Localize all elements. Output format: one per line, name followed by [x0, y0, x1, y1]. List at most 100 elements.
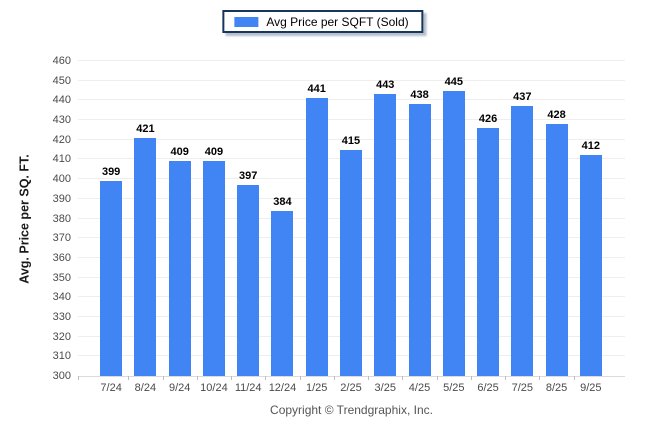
axis-tick — [162, 376, 164, 380]
legend-swatch-icon — [234, 16, 259, 27]
bar — [305, 98, 328, 376]
bar-value-label: 438 — [410, 89, 429, 101]
bar-value-label: 384 — [273, 196, 292, 208]
bar-slot: 428 8/25 — [539, 61, 573, 394]
x-tick-label: 8/25 — [545, 382, 568, 394]
bar-slot: 438 4/25 — [402, 61, 436, 394]
bar-value-label: 409 — [204, 146, 224, 158]
bar — [477, 128, 500, 376]
bar-value-label: 428 — [547, 109, 566, 121]
y-tick-label: 430 — [52, 114, 71, 127]
bar-slot: 437 7/25 — [505, 61, 539, 394]
axis-tick — [368, 376, 370, 380]
bar — [134, 138, 157, 376]
bar-slot: 421 8/24 — [128, 61, 162, 394]
axis-tick — [128, 376, 130, 380]
bar-value-label: 412 — [581, 140, 601, 152]
x-tick-label: 7/24 — [100, 382, 122, 394]
y-tick-label: 390 — [52, 192, 71, 205]
x-tick-label: 2/25 — [340, 382, 362, 394]
axis-tick — [573, 376, 575, 380]
bars-layer: 399 7/24 421 8/24 409 9/24 409 10/24 397 11/24 384… — [94, 61, 608, 394]
bar-slot: 441 1/25 — [299, 61, 334, 394]
x-tick-label: 6/25 — [477, 382, 499, 394]
y-axis-title-text: Avg. Price per SQ. FT. — [18, 153, 32, 284]
gridline — [78, 79, 625, 81]
x-tick-label: 10/24 — [200, 382, 228, 394]
y-tick-label: 380 — [52, 212, 71, 225]
y-tick-label: 440 — [52, 94, 71, 107]
axis-tick — [231, 376, 233, 380]
axis-tick — [436, 376, 438, 380]
x-tick-label: 9/25 — [580, 382, 602, 394]
y-tick-label: 300 — [52, 370, 71, 382]
axis-tick — [333, 376, 335, 380]
axis-tick — [265, 376, 267, 380]
y-tick-label: 320 — [52, 330, 71, 343]
bar-slot: 426 6/25 — [470, 61, 505, 394]
bar-slot: 384 12/24 — [265, 61, 299, 394]
axis-tick — [299, 376, 301, 380]
gridline — [78, 138, 625, 140]
y-tick-label: 310 — [52, 350, 71, 363]
bar-value-label: 397 — [239, 170, 258, 182]
legend: Avg Price per SQFT (Sold) — [222, 10, 424, 33]
x-tick-label: 1/25 — [306, 382, 328, 394]
axis-tick — [539, 376, 541, 380]
axis-tick — [505, 376, 507, 380]
bar-value-label: 437 — [513, 91, 532, 103]
axis-tick — [402, 376, 404, 380]
bar — [442, 91, 465, 376]
bar-value-label: 445 — [444, 76, 463, 88]
axis-corner-tick — [78, 376, 79, 380]
bar — [545, 124, 568, 376]
x-tick-label: 9/24 — [168, 382, 191, 394]
x-tick-label: 8/24 — [134, 382, 157, 394]
axis-tick — [470, 376, 472, 380]
y-tick-label: 410 — [52, 153, 71, 166]
x-axis-line — [78, 376, 625, 377]
legend-label: Avg Price per SQFT (Sold) — [266, 14, 409, 29]
bar-slot: 409 9/24 — [162, 61, 197, 394]
bar-slot: 445 5/25 — [436, 61, 471, 394]
y-tick-label: 340 — [52, 291, 71, 304]
y-tick-label: 400 — [52, 173, 71, 186]
y-tick-label: 350 — [52, 271, 71, 284]
y-tick-label: 370 — [52, 232, 71, 245]
bar-value-label: 421 — [136, 123, 155, 135]
bar — [202, 161, 225, 376]
bar-value-label: 426 — [478, 113, 498, 125]
x-tick-label: 11/24 — [234, 382, 262, 394]
bar-value-label: 441 — [307, 83, 326, 95]
y-tick-label: 330 — [52, 310, 71, 323]
bar — [168, 161, 191, 376]
x-tick-label: 5/25 — [443, 382, 465, 394]
bar-value-label: 415 — [341, 135, 361, 147]
bar-slot: 399 7/24 — [94, 61, 128, 394]
bar-slot: 409 10/24 — [196, 61, 231, 394]
gridline — [78, 99, 625, 101]
plot-area: 300 310 320 330 340 350 360 370 380 390 400 410 420 4… — [53, 55, 625, 394]
bar-value-label: 409 — [170, 146, 189, 158]
y-tick-label: 360 — [52, 251, 71, 264]
x-tick-label: 3/25 — [374, 382, 396, 394]
bar-slot: 412 9/25 — [573, 61, 608, 394]
bar-slot: 443 3/25 — [368, 61, 402, 394]
axis-tick — [196, 376, 198, 380]
x-tick-label: 7/25 — [511, 382, 534, 394]
x-tick-label: 4/25 — [408, 382, 431, 394]
bar-value-label: 399 — [101, 166, 121, 178]
gridline — [78, 119, 625, 121]
y-tick-label: 450 — [52, 74, 71, 87]
bar-value-label: 443 — [376, 79, 395, 91]
bar — [579, 155, 602, 376]
bar — [237, 185, 260, 376]
bar-slot: 415 2/25 — [333, 61, 368, 394]
y-tick-label: 460 — [52, 55, 71, 67]
y-tick-label: 420 — [52, 133, 71, 146]
bar — [511, 106, 534, 376]
bar — [374, 94, 397, 376]
bar — [271, 211, 294, 376]
bar — [408, 104, 431, 376]
